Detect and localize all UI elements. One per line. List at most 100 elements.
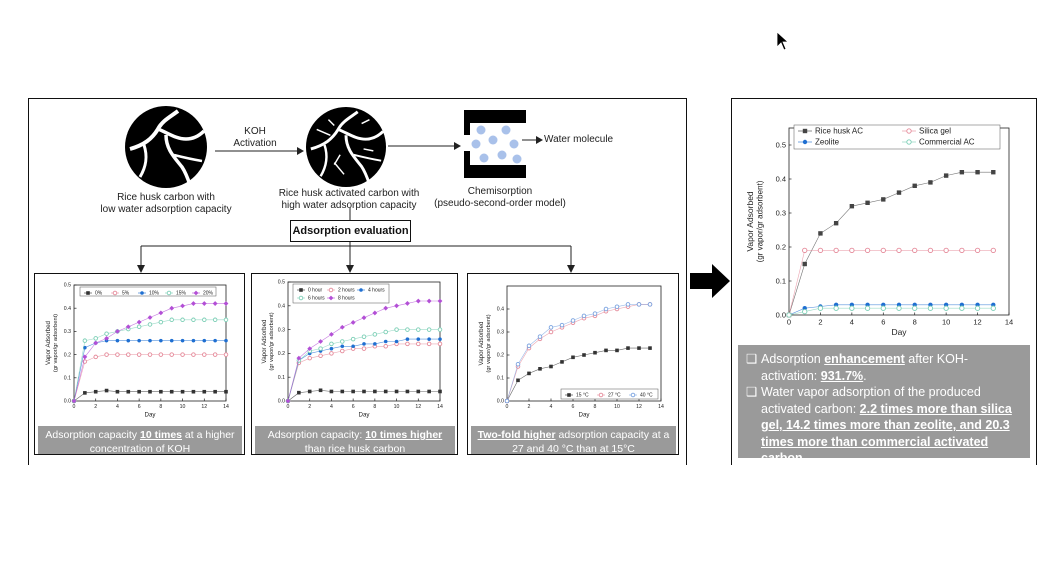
data-point	[548, 325, 554, 330]
x-axis-label: Day	[578, 411, 590, 418]
y-tick-label: 0.4	[278, 304, 285, 310]
y-tick-label: 0.4	[497, 307, 504, 313]
big-right-arrow	[690, 264, 730, 298]
x-tick-label: 6	[881, 318, 885, 327]
data-point	[625, 302, 631, 307]
legend-marker	[112, 290, 118, 296]
data-point	[880, 305, 886, 311]
activation-time-panel	[251, 273, 458, 455]
legend-marker	[86, 291, 90, 295]
y-tick-label: 0.4	[64, 306, 71, 312]
data-point	[912, 247, 918, 254]
data-point	[559, 322, 565, 328]
y-tick-label: 0.3	[776, 209, 786, 218]
y-axis-unit: (gr vapor/gr adsorbent)	[269, 312, 275, 370]
data-point	[318, 388, 323, 393]
x-tick-label: 4	[850, 318, 854, 327]
data-point	[975, 170, 980, 175]
legend-label: 15 °C	[576, 393, 589, 399]
series-line	[506, 304, 650, 402]
data-point	[394, 327, 399, 332]
data-point	[880, 247, 886, 254]
data-point	[82, 354, 88, 360]
summary-enhancement: ❑ Adsorption enhancement after KOH-activ…	[746, 352, 969, 383]
data-point	[191, 317, 196, 323]
water-molecule-label: Water molecule	[544, 134, 614, 145]
y-tick-label: 0.3	[64, 329, 71, 335]
adsorption-evaluation-box: Adsorption evaluation	[290, 220, 411, 242]
legend-box	[292, 283, 390, 304]
data-point	[361, 334, 367, 339]
data-point	[959, 305, 965, 311]
series-line	[788, 304, 994, 316]
pore-water-icon	[464, 110, 526, 178]
data-point	[383, 389, 388, 394]
water-molecule-arrow	[522, 136, 543, 144]
data-point	[307, 346, 313, 352]
data-point	[137, 389, 141, 394]
data-point	[416, 341, 421, 347]
data-point	[437, 327, 443, 332]
data-point	[126, 338, 131, 343]
legend-marker	[630, 392, 636, 398]
series-line	[506, 304, 650, 402]
y-axis-label: Vapor Adsorbed	[45, 320, 52, 364]
chemisorption-label: Chemisorption (pseudo-second-order model)	[434, 186, 566, 209]
x-tick-label: 2	[94, 404, 97, 410]
data-point	[82, 338, 88, 343]
data-point	[990, 247, 996, 254]
y-axis-unit: (gr vapor/gr adsorbent)	[756, 180, 765, 262]
x-tick-label: 12	[201, 404, 207, 410]
data-point	[548, 329, 554, 335]
data-point	[93, 389, 98, 394]
series-line	[73, 319, 226, 402]
plot-frame	[506, 285, 662, 402]
comparison-chart: 0 2 4 6 8 10 12 14 0.0 0.1 0.2 0.3 0.4 0.5 Day Vapor Ad…	[745, 124, 1013, 337]
caption-time: Adsorption capacity: 10 times higher tha…	[255, 426, 455, 455]
koh-arrow	[215, 147, 304, 155]
data-point	[329, 341, 334, 347]
legend-marker	[906, 139, 912, 145]
legend-marker	[906, 128, 912, 134]
rice-husk-carbon-icon	[125, 106, 207, 188]
data-point	[158, 310, 164, 316]
x-tick-label: 10	[942, 318, 950, 327]
data-point	[147, 352, 153, 357]
data-point	[416, 337, 421, 341]
x-tick-label: 0	[787, 318, 791, 327]
data-point	[224, 338, 228, 343]
data-point	[817, 247, 824, 254]
x-tick-label: 4	[550, 404, 553, 410]
data-point	[394, 303, 399, 309]
data-point	[426, 327, 432, 332]
x-tick-label: 14	[223, 404, 229, 410]
x-tick-label: 4	[330, 404, 333, 410]
data-point	[582, 353, 586, 357]
data-point	[802, 308, 808, 315]
y-axis-unit: (gr vapor/gr adsorbent)	[486, 314, 492, 372]
data-point	[426, 341, 432, 347]
y-tick-label: 0.2	[776, 243, 786, 252]
legend-marker	[166, 290, 172, 296]
legend-box	[793, 124, 1001, 150]
data-point	[373, 342, 377, 346]
data-point	[416, 389, 421, 394]
legend-box	[560, 388, 659, 400]
data-point	[115, 352, 120, 357]
data-point	[991, 170, 996, 175]
data-point	[223, 301, 229, 306]
legend-label: 15%	[176, 291, 187, 297]
data-point	[896, 305, 902, 311]
plot-frame	[287, 281, 441, 402]
data-point	[394, 389, 399, 394]
data-point	[180, 338, 185, 343]
data-point	[896, 190, 902, 195]
data-point	[136, 319, 142, 325]
data-point	[362, 342, 366, 346]
data-point	[571, 355, 575, 360]
data-point	[329, 331, 334, 337]
legend-marker	[802, 139, 808, 145]
data-point	[296, 355, 302, 361]
data-point	[438, 337, 442, 341]
data-point	[648, 346, 652, 350]
